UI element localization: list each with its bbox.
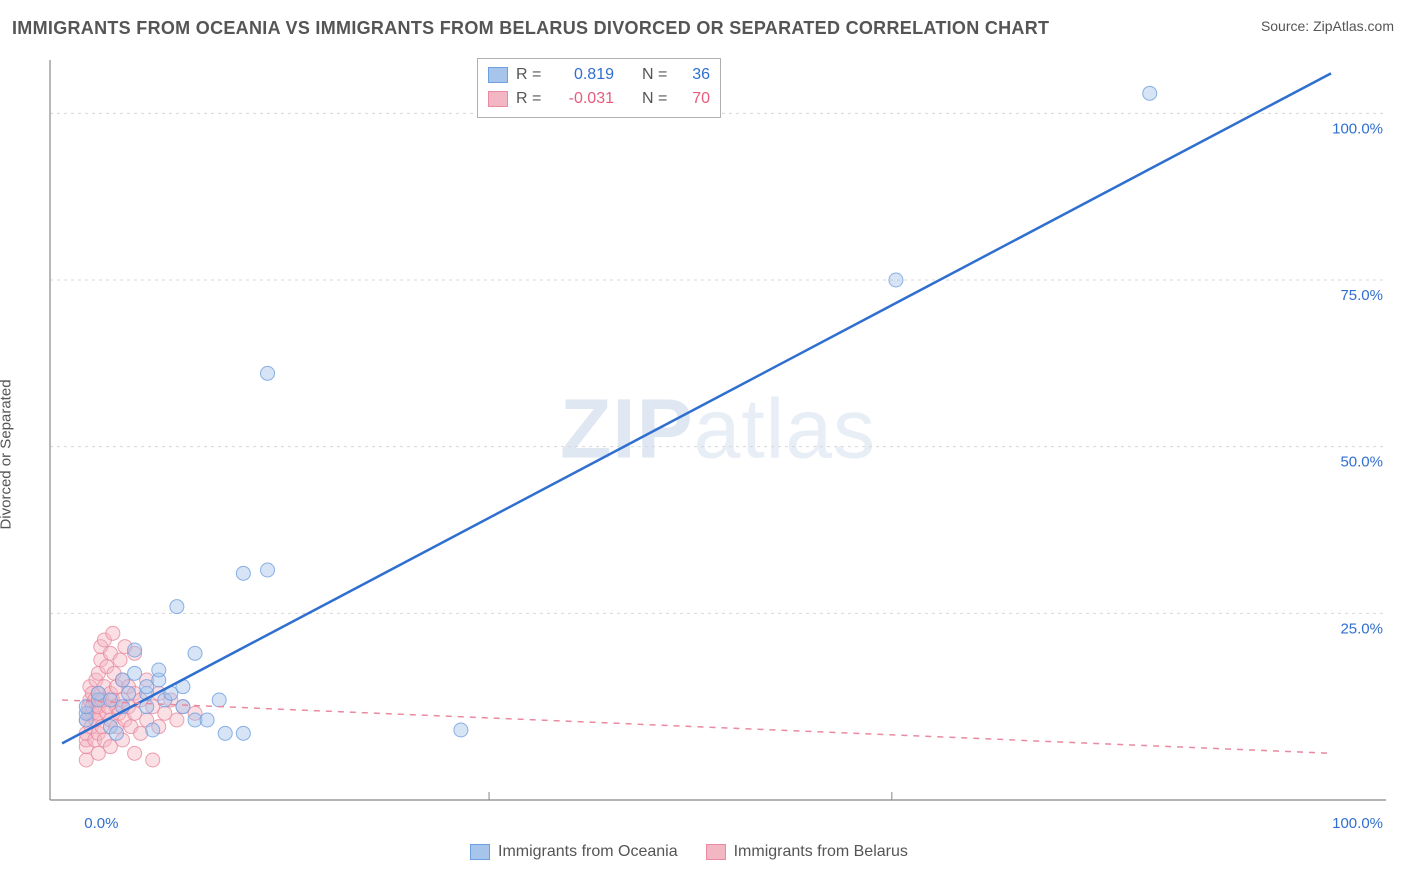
legend-swatch [706,844,726,860]
svg-text:50.0%: 50.0% [1340,454,1383,471]
legend-r-label: R = [516,90,546,108]
legend-n-value: 36 [680,66,710,84]
series-legend: Immigrants from Oceania Immigrants from B… [470,843,908,861]
legend-swatch [470,844,490,860]
series-name: Immigrants from Oceania [498,843,678,861]
source-attribution: Source: ZipAtlas.com [1261,18,1394,34]
legend-row: R = 0.819 N = 36 [488,63,710,87]
svg-text:100.0%: 100.0% [1332,120,1383,137]
legend-swatch [488,67,508,83]
series-name: Immigrants from Belarus [734,843,908,861]
legend-r-label: R = [516,66,546,84]
svg-text:75.0%: 75.0% [1340,287,1383,304]
legend-r-value: -0.031 [554,90,614,108]
svg-text:25.0%: 25.0% [1340,620,1383,637]
svg-text:100.0%: 100.0% [1332,815,1383,832]
correlation-legend: R = 0.819 N = 36 R = -0.031 N = 70 [477,58,721,118]
chart-title: IMMIGRANTS FROM OCEANIA VS IMMIGRANTS FR… [12,18,1049,39]
legend-row: R = -0.031 N = 70 [488,87,710,111]
scatter-svg: 25.0% 50.0% 75.0% 100.0% 0.0% 100.0% [45,55,1391,835]
y-axis-label: Divorced or Separated [0,379,15,529]
legend-n-label: N = [642,66,672,84]
legend-r-value: 0.819 [554,66,614,84]
svg-text:0.0%: 0.0% [84,815,118,832]
series-legend-item: Immigrants from Belarus [706,843,908,861]
legend-n-label: N = [642,90,672,108]
plot-area: ZIPatlas 25.0%50.0%75.0%100.0%0.0%100.0%… [45,55,1391,835]
series-legend-item: Immigrants from Oceania [470,843,678,861]
legend-swatch [488,91,508,107]
legend-n-value: 70 [680,90,710,108]
